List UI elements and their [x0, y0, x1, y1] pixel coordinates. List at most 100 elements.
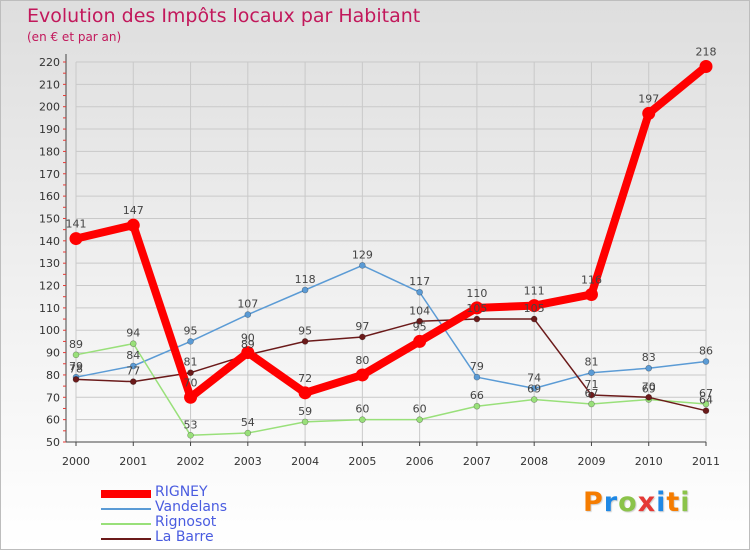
data-label-la-barre: 77 — [126, 365, 140, 378]
data-point-rigney — [298, 386, 312, 400]
data-label-rigney: 72 — [298, 372, 312, 385]
data-label-rignosot: 60 — [413, 403, 427, 416]
y-tick-label-130: 130 — [39, 257, 60, 270]
y-tick-label-50: 50 — [46, 436, 60, 449]
data-point-la-barre — [702, 407, 710, 415]
logo-letter: t — [666, 487, 681, 518]
data-point-rigney — [527, 299, 541, 313]
legend-item-rigney: RIGNEY — [101, 484, 361, 501]
legend-swatch-rigney — [101, 490, 151, 498]
data-point-rigney — [355, 368, 369, 382]
chart-title: Evolution des Impôts locaux par Habitant — [27, 5, 421, 27]
legend: RIGNEY Vandelans Rignosot La Barre — [101, 484, 361, 546]
y-tick-label-220: 220 — [39, 56, 60, 69]
y-tick-label-110: 110 — [39, 302, 60, 315]
proxiti-logo: Proxiti — [583, 487, 691, 518]
data-point-vandelans — [359, 262, 366, 269]
x-tick-label-2004: 2004 — [291, 455, 319, 468]
x-tick-label-2000: 2000 — [62, 455, 90, 468]
y-tick-label-100: 100 — [39, 324, 60, 337]
data-label-la-barre: 78 — [69, 362, 83, 375]
x-tick-label-2001: 2001 — [119, 455, 147, 468]
legend-label-rigney: RIGNEY — [155, 484, 208, 500]
x-tick-label-2002: 2002 — [177, 455, 205, 468]
data-point-la-barre — [530, 315, 538, 323]
legend-swatch-vandelans — [101, 508, 151, 510]
data-point-rignosot — [72, 351, 80, 359]
data-point-la-barre — [187, 369, 194, 377]
data-label-rignosot: 67 — [699, 387, 713, 400]
data-point-vandelans — [301, 286, 309, 294]
y-tick-label-120: 120 — [39, 280, 60, 293]
y-tick-label-170: 170 — [39, 168, 60, 181]
data-point-rignosot — [588, 400, 595, 408]
data-label-rigney: 80 — [355, 354, 369, 367]
data-label-vandelans: 79 — [470, 360, 484, 373]
data-point-vandelans — [588, 369, 595, 377]
data-label-la-barre: 104 — [409, 304, 430, 317]
x-tick-label-2007: 2007 — [463, 455, 491, 468]
data-label-vandelans: 79 — [69, 360, 83, 373]
data-label-rignosot: 67 — [584, 387, 598, 400]
data-label-rignosot: 53 — [184, 418, 198, 431]
y-tick-label-150: 150 — [39, 212, 60, 225]
data-label-vandelans: 81 — [584, 356, 598, 369]
data-point-vandelans — [416, 288, 423, 296]
data-label-la-barre: 89 — [241, 338, 255, 351]
data-point-vandelans — [530, 385, 538, 392]
data-point-la-barre — [416, 317, 423, 325]
data-label-la-barre: 105 — [466, 302, 487, 315]
data-label-la-barre: 97 — [355, 320, 369, 333]
series-line-vandelans — [75, 264, 707, 390]
data-point-la-barre — [359, 333, 366, 341]
data-label-rigney: 141 — [66, 218, 87, 231]
data-label-vandelans: 117 — [409, 275, 430, 288]
y-tick-label-210: 210 — [39, 78, 60, 91]
data-point-rignosot — [244, 429, 252, 437]
data-label-rignosot: 94 — [126, 327, 140, 340]
data-point-rignosot — [530, 396, 538, 403]
data-point-vandelans — [702, 358, 710, 365]
legend-swatch-rignosot — [101, 523, 151, 525]
data-point-la-barre — [645, 393, 653, 401]
data-point-rigney — [184, 390, 198, 404]
logo-letter: r — [603, 487, 619, 518]
data-point-rignosot — [359, 416, 366, 423]
data-point-rigney — [470, 301, 484, 315]
data-label-la-barre: 81 — [184, 356, 198, 369]
data-label-rigney: 111 — [524, 285, 545, 298]
data-point-rigney — [241, 346, 255, 360]
y-tick-label-80: 80 — [46, 369, 60, 382]
data-label-rigney: 197 — [638, 92, 659, 105]
logo-letter: i — [656, 487, 667, 518]
data-point-vandelans — [129, 362, 137, 370]
data-point-vandelans — [473, 373, 481, 381]
data-point-rigney — [69, 232, 83, 246]
y-tick-label-200: 200 — [39, 101, 60, 114]
chart-subtitle: (en € et par an) — [27, 30, 122, 44]
data-point-rigney — [126, 218, 140, 232]
logo-letter: o — [618, 487, 638, 518]
data-label-rignosot: 54 — [241, 416, 255, 429]
data-label-vandelans: 86 — [699, 345, 713, 358]
data-point-vandelans — [645, 364, 653, 372]
data-label-vandelans: 83 — [642, 351, 656, 364]
x-tick-label-2006: 2006 — [406, 455, 434, 468]
y-tick-label-90: 90 — [46, 347, 60, 360]
data-label-vandelans: 118 — [295, 273, 316, 286]
data-label-la-barre: 64 — [699, 394, 713, 407]
data-label-vandelans: 84 — [126, 349, 140, 362]
y-tick-label-190: 190 — [39, 123, 60, 136]
data-point-la-barre — [129, 378, 137, 385]
data-label-la-barre: 71 — [584, 378, 598, 391]
y-tick-label-60: 60 — [46, 414, 60, 427]
data-label-vandelans: 74 — [527, 371, 541, 384]
data-label-rignosot: 66 — [470, 389, 484, 402]
data-point-vandelans — [187, 338, 194, 345]
data-label-rigney: 147 — [123, 204, 144, 217]
x-tick-label-2003: 2003 — [234, 455, 262, 468]
y-tick-label-140: 140 — [39, 235, 60, 248]
data-label-rignosot: 69 — [527, 383, 541, 396]
